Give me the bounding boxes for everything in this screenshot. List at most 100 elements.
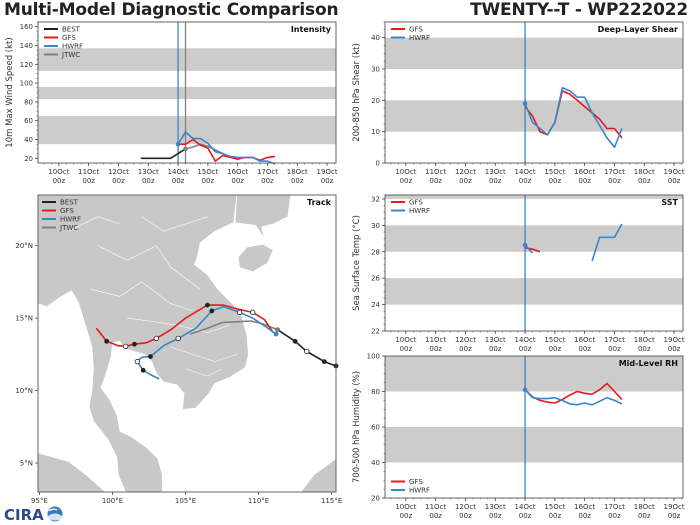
legend-label-gfs: GFS	[409, 199, 423, 207]
x-tick-label: 16Oct	[227, 168, 248, 176]
legend-label-best: BEST	[60, 199, 79, 207]
province-boundary	[185, 368, 223, 377]
storm-title: TWENTY--T - WP222022	[470, 0, 688, 20]
plot-frame	[384, 194, 684, 332]
x-tick-label: 18Oct	[634, 503, 655, 511]
legend-label-gfs: GFS	[409, 478, 423, 486]
x-tick-label: 13Oct	[485, 168, 506, 176]
shaded-band	[38, 86, 336, 100]
cira-logo-icon: CIRA	[4, 506, 63, 523]
x-tick-label: 11Oct	[78, 168, 99, 176]
legend-label-jtwc: JTWC	[61, 51, 80, 59]
lon-tick-label: 115°E	[321, 497, 342, 505]
x-tick-label: 14Oct	[515, 168, 536, 176]
series-line-gfs	[524, 90, 623, 139]
shaded-band	[385, 278, 683, 305]
x-tick-label: 10Oct	[395, 168, 416, 176]
shaded-band	[385, 427, 683, 463]
x-tick-sublabel: 00z	[459, 512, 472, 520]
shaded-band	[385, 356, 683, 392]
panel-title: SST	[661, 198, 678, 207]
track-marker-best	[321, 359, 327, 365]
rh-panel: 2040608010010Oct00z11Oct00z12Oct00z13Oct…	[352, 353, 685, 521]
x-tick-label: 14Oct	[515, 336, 536, 344]
legend-label-hwrf: HWRF	[409, 34, 430, 42]
x-tick-sublabel: 00z	[578, 345, 591, 353]
map-frame	[37, 194, 337, 493]
legend-label-gfs: GFS	[62, 34, 76, 42]
x-tick-label: 12Oct	[455, 503, 476, 511]
x-tick-label: 15Oct	[544, 503, 565, 511]
x-tick-label: 11Oct	[425, 503, 446, 511]
series-marker-jtwc	[183, 146, 188, 152]
x-tick-label: 17Oct	[604, 336, 625, 344]
x-tick-sublabel: 00z	[489, 177, 502, 185]
legend-label-gfs: GFS	[60, 207, 74, 215]
x-tick-sublabel: 00z	[638, 177, 651, 185]
y-tick-label: 0	[376, 160, 380, 168]
x-tick-sublabel: 00z	[578, 177, 591, 185]
province-boundary	[127, 317, 230, 333]
track-marker-hwrf	[140, 367, 146, 373]
legend-label-hwrf: HWRF	[409, 487, 430, 495]
y-tick-label: 60	[24, 117, 33, 125]
series-line-hwrf	[591, 223, 623, 262]
shaded-band	[38, 116, 336, 145]
y-tick-label: 40	[371, 34, 380, 42]
x-tick-label: 16Oct	[574, 336, 595, 344]
track-marker-open-hwrf	[175, 335, 181, 342]
x-tick-label: 13Oct	[138, 168, 159, 176]
province-boundary	[68, 216, 120, 232]
lon-tick-label: 100°E	[102, 497, 123, 505]
y-tick-label: 20	[371, 97, 380, 105]
y-tick-label: 100	[20, 80, 33, 88]
x-tick-sublabel: 00z	[53, 177, 66, 185]
y-tick-label: 20	[371, 495, 380, 503]
x-tick-label: 19Oct	[664, 336, 685, 344]
x-tick-label: 14Oct	[515, 503, 536, 511]
track-marker-gfs	[104, 338, 110, 344]
main-title: Multi-Model Diagnostic Comparison	[4, 0, 339, 20]
panel-title: Track	[307, 198, 332, 207]
x-tick-sublabel: 00z	[400, 512, 413, 520]
x-tick-sublabel: 00z	[291, 177, 304, 185]
intensity-panel: 2040608010012014016010Oct00z11Oct00z12Oc…	[5, 21, 338, 185]
lat-tick-label: 10°N	[15, 387, 33, 395]
plot-area	[385, 195, 683, 331]
y-tick-label: 10	[371, 128, 380, 136]
y-tick-label: 20	[24, 155, 33, 163]
shaded-band	[385, 195, 683, 199]
province-boundary	[97, 245, 201, 290]
y-tick-label: 22	[371, 328, 380, 336]
x-tick-sublabel: 00z	[429, 345, 442, 353]
y-tick-label: 30	[371, 66, 380, 74]
y-axis-label: 700-500 hPa Humidity (%)	[352, 371, 362, 483]
track-marker-open-hwrf	[134, 358, 141, 365]
x-tick-sublabel: 00z	[638, 512, 651, 520]
x-tick-sublabel: 00z	[112, 177, 125, 185]
shaded-band	[385, 100, 683, 132]
x-tick-label: 12Oct	[455, 336, 476, 344]
x-tick-sublabel: 00z	[202, 177, 215, 185]
track-marker-hwrf	[273, 331, 279, 337]
x-tick-label: 13Oct	[485, 503, 506, 511]
shaded-band	[38, 48, 336, 71]
series-line-hwrf	[524, 389, 623, 406]
y-tick-label: 120	[20, 61, 33, 69]
x-tick-label: 19Oct	[664, 503, 685, 511]
x-tick-label: 11Oct	[425, 168, 446, 176]
shear-panel: 01020304010Oct00z11Oct00z12Oct00z13Oct00…	[352, 21, 685, 185]
x-tick-label: 12Oct	[455, 168, 476, 176]
x-tick-label: 18Oct	[287, 168, 308, 176]
series-line-hwrf	[177, 131, 276, 165]
y-tick-label: 26	[371, 275, 380, 283]
x-tick-sublabel: 00z	[142, 177, 155, 185]
x-tick-sublabel: 00z	[519, 177, 532, 185]
x-tick-sublabel: 00z	[429, 512, 442, 520]
province-boundary	[170, 346, 237, 362]
y-tick-label: 40	[371, 459, 380, 467]
legend-label-best: BEST	[62, 26, 81, 34]
y-tick-label: 80	[371, 388, 380, 396]
series-marker-hwrf	[175, 141, 181, 147]
x-tick-sublabel: 00z	[638, 345, 651, 353]
